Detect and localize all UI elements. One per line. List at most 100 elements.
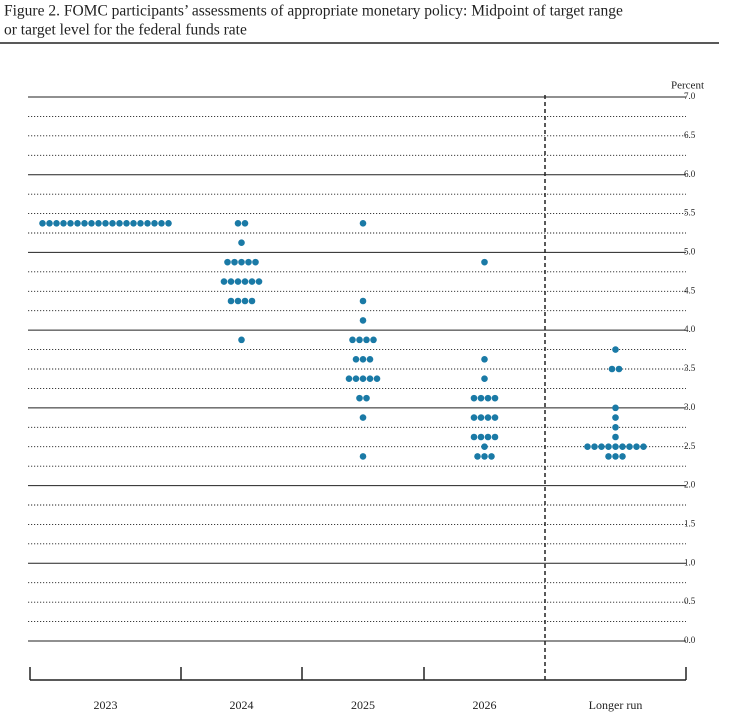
dot bbox=[612, 404, 619, 412]
dot bbox=[491, 394, 499, 402]
dot bbox=[633, 443, 640, 451]
y-tick-label: 5.5 bbox=[684, 208, 696, 218]
dot bbox=[481, 443, 488, 451]
dot bbox=[234, 297, 242, 305]
dot bbox=[491, 433, 499, 441]
dot bbox=[352, 355, 360, 363]
dot bbox=[241, 278, 249, 285]
dot bbox=[130, 219, 137, 227]
x-tick-label: 2024 bbox=[230, 698, 254, 712]
x-tick-label: 2025 bbox=[351, 698, 375, 712]
dot bbox=[46, 219, 53, 227]
dot bbox=[255, 278, 263, 285]
dot bbox=[626, 443, 633, 451]
dot bbox=[612, 346, 619, 353]
y-tick-label: 3.0 bbox=[684, 402, 696, 412]
dot bbox=[477, 394, 485, 402]
dot bbox=[612, 443, 619, 451]
dot bbox=[477, 433, 485, 441]
y-tick-label: 6.0 bbox=[684, 169, 696, 179]
x-tick-label: 2026 bbox=[473, 698, 497, 712]
dot bbox=[373, 375, 381, 383]
dot bbox=[234, 278, 242, 285]
dot bbox=[608, 365, 616, 373]
dot bbox=[248, 297, 256, 305]
x-tick-label: Longer run bbox=[589, 698, 643, 712]
chart-title-line2: or target level for the federal funds ra… bbox=[4, 22, 247, 39]
dot bbox=[619, 443, 626, 451]
dot bbox=[615, 365, 623, 373]
dot bbox=[165, 219, 172, 227]
dot bbox=[241, 219, 249, 227]
dot bbox=[74, 219, 81, 227]
dot bbox=[612, 433, 619, 441]
dot bbox=[245, 258, 252, 266]
y-axis-label: Percent bbox=[671, 80, 704, 92]
y-tick-label: 6.5 bbox=[684, 130, 696, 140]
dot bbox=[366, 355, 374, 363]
y-tick-label: 5.0 bbox=[684, 246, 696, 256]
y-tick-label: 4.5 bbox=[684, 285, 696, 295]
y-tick-label: 7.0 bbox=[684, 91, 696, 101]
y-tick-label: 0.0 bbox=[684, 635, 696, 645]
dot bbox=[488, 453, 495, 460]
dot bbox=[619, 453, 626, 460]
dot bbox=[67, 219, 74, 227]
dot bbox=[238, 258, 245, 266]
dot bbox=[470, 414, 478, 421]
y-tick-label: 3.5 bbox=[684, 363, 696, 373]
dot bbox=[248, 278, 256, 285]
y-tick-label: 1.0 bbox=[684, 557, 696, 567]
dot bbox=[470, 433, 478, 441]
y-tick-label: 4.0 bbox=[684, 324, 696, 334]
y-tick-label: 0.5 bbox=[684, 596, 696, 606]
dot bbox=[102, 219, 109, 227]
y-tick-label: 2.5 bbox=[684, 441, 696, 451]
dot bbox=[81, 219, 88, 227]
dot bbox=[481, 258, 488, 266]
dot bbox=[352, 375, 360, 383]
x-tick-label: 2023 bbox=[94, 698, 118, 712]
dot bbox=[470, 394, 478, 402]
chart-title-line1: Figure 2. FOMC participants’ assessments… bbox=[4, 3, 623, 20]
dot bbox=[144, 219, 151, 227]
dot bbox=[53, 219, 60, 227]
dot bbox=[605, 443, 612, 451]
dot bbox=[227, 297, 235, 305]
dot bbox=[359, 375, 367, 383]
dot bbox=[349, 336, 356, 344]
dot bbox=[227, 278, 235, 285]
dot bbox=[356, 336, 363, 344]
dot bbox=[481, 375, 488, 383]
dot bbox=[252, 258, 259, 266]
dot bbox=[151, 219, 158, 227]
dot bbox=[137, 219, 144, 227]
dot bbox=[584, 443, 591, 451]
dot bbox=[591, 443, 598, 451]
dot bbox=[39, 219, 46, 227]
dot bbox=[370, 336, 377, 344]
dot bbox=[123, 219, 130, 227]
dot bbox=[477, 414, 485, 421]
dot bbox=[359, 219, 367, 227]
dot bbox=[109, 219, 116, 227]
dot bbox=[481, 355, 488, 363]
dot bbox=[359, 453, 367, 460]
dot bbox=[359, 414, 367, 421]
dot bbox=[238, 336, 245, 344]
dot bbox=[116, 219, 123, 227]
dot bbox=[481, 453, 488, 460]
y-tick-label: 2.0 bbox=[684, 480, 696, 490]
dot bbox=[598, 443, 605, 451]
dot bbox=[356, 394, 363, 402]
dot bbox=[640, 443, 647, 451]
dot bbox=[612, 414, 619, 421]
dot bbox=[366, 375, 374, 383]
dot bbox=[363, 394, 370, 402]
dot bbox=[231, 258, 238, 266]
dot bbox=[605, 453, 612, 460]
dot bbox=[484, 394, 492, 402]
dot bbox=[484, 433, 492, 441]
dot bbox=[363, 336, 370, 344]
